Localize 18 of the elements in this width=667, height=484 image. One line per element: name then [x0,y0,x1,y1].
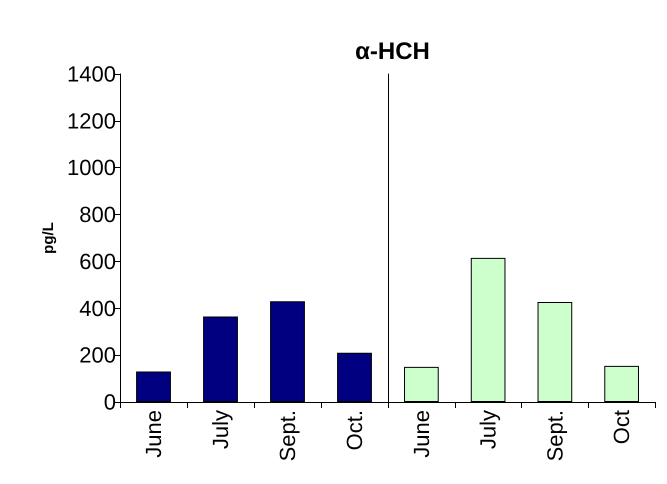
x-tick-label: Sept. [275,410,300,462]
x-tick-label: June [141,410,166,458]
x-tick-label: June [408,410,434,458]
chart-title: α-HCH [354,38,431,66]
y-tick-label: 1400 [67,62,116,86]
y-tick-label: 400 [79,296,116,321]
y-axis-title: pg/L [40,222,58,254]
y-tick-label: 800 [79,202,116,228]
x-tick-label: July [208,410,233,450]
x-tick-label: Oct. [342,410,367,450]
y-tick-label: 200 [79,342,116,368]
y-tick-label: 600 [79,248,116,274]
x-tick-label: Oct [609,410,634,444]
x-tick-label: July [476,410,501,450]
y-tick-label: 1000 [67,155,116,180]
y-tick-label: 1200 [67,108,116,134]
y-tick-label: 0 [104,390,116,414]
x-tick-label: Sept. [542,410,568,462]
